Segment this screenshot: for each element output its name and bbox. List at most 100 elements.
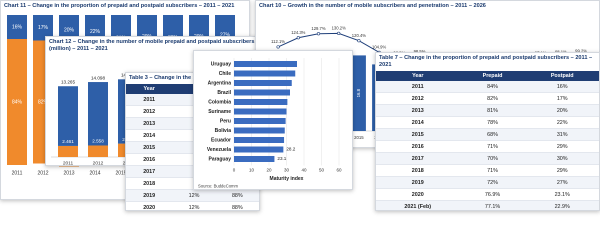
- x-tick-label: 60: [336, 168, 342, 173]
- category-label: Peru: [220, 118, 231, 124]
- bar: [234, 137, 285, 143]
- category-label: Uruguay: [211, 61, 232, 67]
- bar: [234, 118, 286, 124]
- x-tick-label: 2015: [115, 170, 126, 176]
- header-cell: Prepaid: [459, 71, 526, 81]
- value-label: 27%: [220, 33, 231, 39]
- bar: [234, 127, 285, 134]
- line-label: 130.2%: [332, 25, 346, 30]
- category-label: Suriname: [208, 109, 231, 115]
- table-row: 2021 (Feb) 77.1% 22.9%: [376, 200, 599, 210]
- table-row: 2020 76.9% 23.1%: [376, 188, 599, 201]
- x-tick-label: 20: [266, 168, 272, 173]
- header-row: Year Prepaid Postpaid: [376, 71, 599, 81]
- category-label: Ecuador: [211, 137, 231, 143]
- bar: [234, 80, 292, 86]
- bar-label: 16.8: [356, 88, 361, 97]
- bar: [234, 70, 296, 77]
- table-cell: 22.9%: [525, 200, 599, 210]
- bar-segment: [33, 15, 53, 41]
- table-cell: 2018: [376, 164, 460, 177]
- table-cell: 72%: [459, 176, 526, 189]
- x-axis-title: Maturity index: [270, 176, 304, 182]
- table7-card: Table 7 – Change in the proportion of pr…: [375, 52, 600, 211]
- table-cell: 22%: [525, 116, 599, 129]
- table-cell: 82%: [459, 92, 526, 105]
- table-cell: 2011: [126, 94, 173, 106]
- category-label: Argentina: [208, 80, 232, 86]
- line-point: [316, 32, 321, 36]
- table-cell: 68%: [459, 128, 526, 141]
- table-cell: 29%: [525, 140, 599, 153]
- category-label: Chile: [219, 71, 231, 77]
- table-cell: 12%: [172, 201, 216, 210]
- table-cell: 2015: [126, 141, 173, 154]
- table-cell: 70%: [459, 152, 526, 165]
- table-cell: 2011: [376, 81, 460, 93]
- table-cell: 31%: [525, 128, 599, 141]
- table-cell: 12%: [172, 189, 216, 202]
- table-cell: 84%: [459, 81, 526, 93]
- chart10-title: Chart 10 – Growth in the number of mobil…: [259, 3, 486, 9]
- table-cell: 2021 (Feb): [376, 200, 460, 210]
- table-row: 2020 12% 88%: [126, 201, 259, 210]
- line-label: 99.2%: [575, 49, 587, 54]
- table-cell: 88%: [215, 201, 259, 210]
- x-tick-label: 0: [233, 168, 236, 173]
- table-row: 2011 84% 16%: [376, 81, 599, 93]
- line-label: 112.1%: [271, 39, 285, 44]
- value-label: 17%: [38, 25, 49, 31]
- line-label: 129.7%: [311, 26, 325, 31]
- bar-segment: [88, 82, 108, 146]
- table-cell: 2013: [126, 117, 173, 130]
- table7: Year Prepaid Postpaid 2011 84% 16% 2012 82% 17% 2…: [376, 71, 599, 210]
- table-cell: 2018: [126, 177, 173, 190]
- table-cell: 20%: [525, 104, 599, 117]
- table-cell: 23.1%: [525, 188, 599, 201]
- x-tick-label: 10: [249, 168, 255, 173]
- table7-title: Table 7 – Change in the proportion of pr…: [379, 55, 593, 68]
- line-point: [357, 39, 361, 43]
- value-label: 82%: [38, 99, 49, 105]
- source: Source: BuddeComm: [198, 184, 239, 189]
- table-cell: 27%: [525, 176, 599, 189]
- bar: [234, 89, 290, 96]
- table-cell: 78%: [459, 116, 526, 129]
- x-tick-label: 2012: [93, 160, 104, 166]
- category-label: Venezuela: [207, 147, 231, 153]
- bar-segment: [7, 15, 27, 39]
- table-cell: 2013: [376, 104, 460, 117]
- x-tick-label: 2015: [354, 135, 364, 140]
- category-label: Paraguay: [208, 156, 231, 162]
- x-tick-label: 30: [284, 168, 290, 173]
- page: {"chart11":{"title":"Chart 11 – Change i…: [0, 0, 600, 211]
- table3-title: Table 3 – Change in the sha: [129, 75, 203, 81]
- bar: [234, 99, 288, 105]
- table-cell: 2014: [126, 129, 173, 142]
- bar-segment: [58, 86, 78, 146]
- x-tick-label: 2012: [37, 170, 48, 176]
- table-cell: 29%: [525, 164, 599, 177]
- chart12-title: Chart 12 – Change in the number of mobil…: [49, 39, 255, 52]
- header-cell: Year: [376, 71, 460, 81]
- bar: [234, 156, 275, 162]
- line-point: [337, 31, 341, 35]
- value-label: 28.2: [286, 147, 295, 152]
- x-tick-label: 2011: [63, 160, 74, 166]
- table-cell: 2020: [126, 201, 173, 210]
- table-cell: 16%: [525, 81, 599, 93]
- value-label: 16%: [12, 24, 23, 30]
- category-label: Colombia: [208, 99, 231, 105]
- table-cell: 71%: [459, 140, 526, 153]
- table-row: 2019 12% 88%: [126, 189, 259, 202]
- table-row: 2019 72% 27%: [376, 176, 599, 189]
- table-cell: 81%: [459, 104, 526, 117]
- bar: [351, 55, 366, 131]
- x-tick-label: 50: [319, 168, 325, 173]
- table-row: 2014 78% 22%: [376, 116, 599, 129]
- table-cell: 2012: [126, 105, 173, 118]
- bar-segment: [58, 145, 78, 157]
- line-label: 120.4%: [352, 33, 366, 38]
- line-point: [296, 36, 300, 40]
- table-cell: 2016: [376, 140, 460, 153]
